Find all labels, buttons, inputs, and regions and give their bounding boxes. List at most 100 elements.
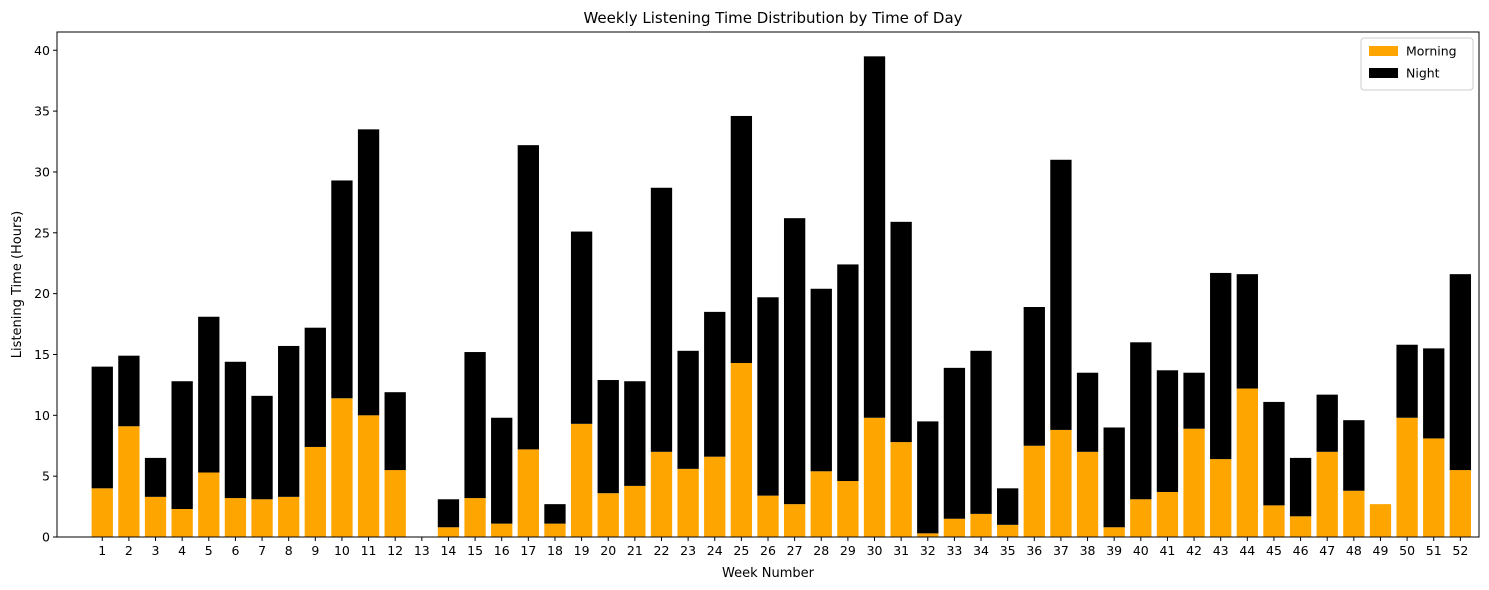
bar-night-week-28 <box>810 288 832 472</box>
legend: Morning Night <box>1360 37 1474 91</box>
y-tick-label: 25 <box>34 225 50 240</box>
bar-night-week-19 <box>570 231 593 424</box>
bar-morning-week-3 <box>144 496 167 537</box>
bar-morning-week-24 <box>704 456 726 537</box>
bar-night-week-33 <box>943 367 966 519</box>
bar-morning-week-36 <box>1023 445 1045 537</box>
bar-night-week-50 <box>1396 344 1418 418</box>
bar-morning-week-32 <box>917 533 939 537</box>
x-tick-label: 18 <box>547 543 563 558</box>
x-tick-label: 37 <box>1053 543 1069 558</box>
bar-morning-week-47 <box>1316 451 1338 537</box>
y-tick-label: 5 <box>42 469 50 484</box>
bar-night-week-35 <box>997 488 1019 525</box>
bar-night-week-22 <box>650 187 673 452</box>
y-tick-label: 0 <box>42 530 50 545</box>
bar-night-week-48 <box>1343 420 1365 491</box>
x-tick-label: 26 <box>760 543 776 558</box>
x-tick-label: 7 <box>258 543 266 558</box>
bar-morning-week-35 <box>997 524 1019 537</box>
x-tick-label: 46 <box>1293 543 1309 558</box>
bar-morning-week-43 <box>1210 459 1232 537</box>
bar-morning-week-26 <box>757 495 779 537</box>
bar-morning-week-34 <box>970 513 992 537</box>
bar-morning-week-14 <box>437 527 460 537</box>
x-tick-label: 42 <box>1186 543 1202 558</box>
bar-morning-week-20 <box>597 493 619 537</box>
bar-morning-week-29 <box>837 481 859 537</box>
bar-night-week-36 <box>1023 307 1045 446</box>
y-tick-label: 10 <box>34 408 50 423</box>
x-tick-label: 32 <box>920 543 936 558</box>
x-tick-label: 1 <box>98 543 106 558</box>
bars-group <box>91 56 1472 537</box>
bar-morning-week-4 <box>171 509 193 537</box>
x-tick-label: 11 <box>361 543 377 558</box>
bar-morning-week-42 <box>1183 428 1205 537</box>
x-tick-label: 3 <box>152 543 160 558</box>
bar-morning-week-15 <box>464 498 486 537</box>
bar-morning-week-46 <box>1289 516 1312 537</box>
bar-morning-week-10 <box>331 398 353 537</box>
x-tick-label: 5 <box>205 543 213 558</box>
bar-night-week-5 <box>198 316 220 473</box>
x-tick-label: 41 <box>1159 543 1175 558</box>
bar-night-week-23 <box>677 350 699 469</box>
x-tick-label: 4 <box>178 543 186 558</box>
x-tick-label: 43 <box>1213 543 1229 558</box>
bar-morning-week-11 <box>357 415 380 537</box>
bar-night-week-18 <box>544 504 566 524</box>
y-axis: 0 5 10 15 20 25 30 35 40 <box>34 43 57 545</box>
x-tick-label: 34 <box>973 543 989 558</box>
x-tick-label: 48 <box>1346 543 1362 558</box>
x-tick-label: 14 <box>440 543 456 558</box>
x-tick-label: 23 <box>680 543 696 558</box>
x-tick-label: 13 <box>414 543 430 558</box>
bar-night-week-38 <box>1076 372 1099 452</box>
bar-night-week-1 <box>91 366 113 489</box>
bar-night-week-17 <box>517 145 539 450</box>
bar-night-week-30 <box>863 56 886 418</box>
bar-morning-week-18 <box>544 523 566 537</box>
bar-morning-week-38 <box>1076 451 1099 537</box>
bar-morning-week-19 <box>570 423 593 537</box>
x-tick-label: 40 <box>1133 543 1149 558</box>
x-tick-label: 36 <box>1026 543 1042 558</box>
bar-night-week-25 <box>730 115 753 363</box>
bar-night-week-51 <box>1423 348 1445 439</box>
x-tick-label: 38 <box>1080 543 1096 558</box>
x-tick-label: 52 <box>1452 543 1468 558</box>
legend-swatch-night <box>1369 68 1398 78</box>
bar-morning-week-16 <box>491 523 513 537</box>
bar-morning-week-48 <box>1343 490 1365 537</box>
bar-morning-week-2 <box>118 426 140 537</box>
bar-night-week-40 <box>1130 342 1152 500</box>
x-tick-label: 27 <box>787 543 803 558</box>
bar-morning-week-40 <box>1130 499 1152 537</box>
bar-morning-week-49 <box>1369 504 1392 537</box>
bar-morning-week-27 <box>783 504 806 537</box>
x-tick-label: 33 <box>946 543 962 558</box>
bar-morning-week-7 <box>251 499 273 537</box>
y-tick-label: 40 <box>34 43 50 58</box>
y-tick-label: 30 <box>34 164 50 179</box>
legend-label-morning: Morning <box>1406 44 1457 59</box>
y-axis-label: Listening Time (Hours) <box>10 211 25 358</box>
legend-swatch-morning <box>1369 46 1398 56</box>
x-tick-label: 8 <box>285 543 293 558</box>
bar-morning-week-41 <box>1156 491 1179 537</box>
bar-night-week-45 <box>1263 401 1285 506</box>
bar-morning-week-12 <box>384 470 406 537</box>
bar-night-week-41 <box>1156 370 1179 492</box>
bar-night-week-4 <box>171 381 193 510</box>
chart-title: Weekly Listening Time Distribution by Ti… <box>583 9 962 27</box>
x-tick-label: 15 <box>467 543 483 558</box>
x-tick-label: 19 <box>574 543 590 558</box>
x-tick-label: 39 <box>1106 543 1122 558</box>
x-tick-label: 16 <box>494 543 510 558</box>
x-tick-label: 47 <box>1319 543 1335 558</box>
bar-morning-week-23 <box>677 468 699 537</box>
bar-night-week-3 <box>144 457 167 497</box>
x-tick-label: 51 <box>1426 543 1442 558</box>
